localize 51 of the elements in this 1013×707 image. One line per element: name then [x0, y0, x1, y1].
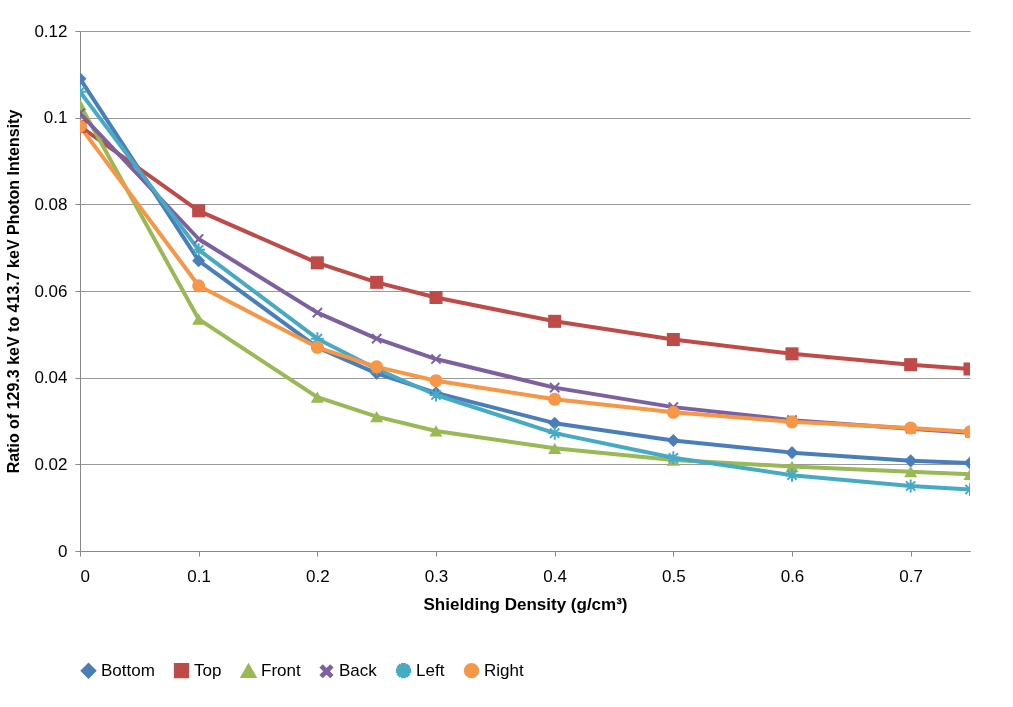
legend-label: Left — [416, 660, 445, 680]
x-tick-label: 0.5 — [662, 566, 686, 586]
point — [192, 279, 206, 293]
point — [429, 425, 443, 437]
point — [429, 290, 443, 305]
y-tick-label: 0.02 — [34, 454, 68, 474]
point — [785, 446, 799, 460]
legend-label: Bottom — [101, 660, 155, 680]
point — [904, 454, 918, 468]
x-tick-label: 0.4 — [543, 566, 567, 586]
point — [192, 204, 206, 218]
point — [310, 391, 324, 403]
point — [430, 353, 442, 365]
point — [370, 275, 384, 289]
point — [548, 442, 562, 454]
y-tick-label: 0.08 — [34, 194, 68, 214]
legend-label: Front — [261, 661, 301, 681]
point — [548, 314, 562, 328]
point — [904, 466, 918, 478]
point — [666, 405, 680, 419]
point — [312, 307, 323, 318]
point — [193, 233, 204, 245]
point — [548, 392, 562, 406]
point — [785, 347, 799, 361]
y-tick-label: 0.12 — [34, 21, 68, 41]
x-tick-label: 0.2 — [306, 566, 330, 586]
y-tick-label: 0.06 — [34, 281, 68, 301]
point — [192, 254, 206, 268]
x-tick-label: 0.6 — [780, 566, 805, 586]
legend-label: Top — [194, 660, 222, 680]
x-tick-label: 0 — [80, 566, 90, 586]
point — [370, 411, 384, 423]
y-axis-title: Ratio of 129.3 keV to 413.7 keV Photon Intensity — [5, 109, 23, 474]
legend-label: Back — [339, 661, 378, 681]
point — [904, 358, 918, 372]
legend-label: Right — [484, 660, 524, 680]
point — [429, 374, 443, 388]
point — [192, 313, 206, 325]
point — [310, 256, 324, 270]
x-tick-label: 0.1 — [187, 566, 211, 586]
point — [666, 433, 680, 448]
x-tick-label: 0.7 — [899, 566, 923, 586]
y-tick-label: 0.04 — [34, 368, 68, 388]
y-tick-label: 0 — [58, 541, 68, 561]
point — [548, 416, 562, 430]
point — [666, 333, 680, 347]
x-tick-label: 0.3 — [424, 566, 449, 586]
x-axis-title: Shielding Density (g/cm³) — [423, 594, 628, 614]
point — [549, 382, 560, 393]
point — [371, 333, 382, 344]
y-tick-label: 0.1 — [43, 108, 68, 128]
